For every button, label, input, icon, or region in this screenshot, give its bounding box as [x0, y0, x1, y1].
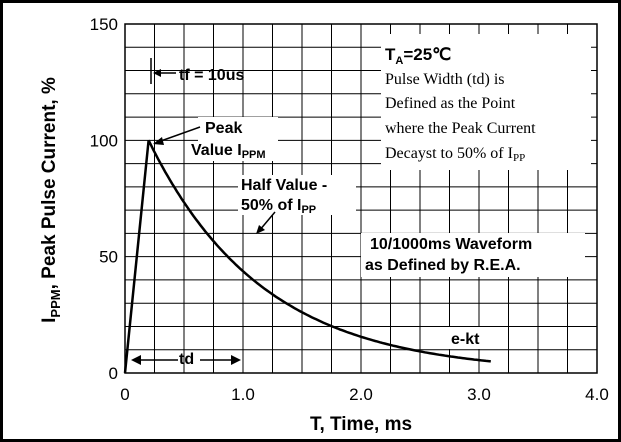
y-tick-label: 150	[90, 15, 118, 34]
y-axis-label: IPPM, Peak Pulse Current, %	[39, 77, 63, 323]
y-tick-label: 100	[90, 131, 118, 150]
waveform-curve	[123, 139, 491, 374]
axis-ticks: 0 1.0 2.0 3.0 4.0 0 50 100 150	[90, 15, 609, 404]
note-temperature-value: =25℃	[403, 45, 451, 64]
note-temperature-sub: A	[395, 55, 403, 67]
waveform-label-line2: as Defined by R.E.A.	[365, 257, 521, 274]
plot-area-frame	[124, 23, 598, 374]
half-value-label-sub: PP	[301, 204, 316, 216]
note-temperature: TA=25℃	[385, 45, 451, 67]
y-axis-label-rest: , Peak Pulse Current, %	[39, 77, 60, 289]
note-line-2: Defined as the Point	[385, 95, 516, 112]
waveform-label-background	[361, 233, 585, 277]
y-axis-label-main: I	[39, 318, 60, 323]
x-tick-label: 2.0	[349, 385, 373, 404]
tf-label: tf = 10us	[179, 67, 244, 84]
note-temperature-t: T	[385, 45, 396, 64]
half-value-label-background	[238, 175, 356, 215]
peak-label-value: Value I	[191, 142, 242, 159]
ekt-label: e-kt	[451, 331, 480, 348]
tf-arrow-head	[153, 69, 161, 77]
half-value-label-line1: Half Value -	[241, 177, 327, 194]
peak-label-sub: PPM	[242, 149, 266, 161]
ekt-label-background	[447, 327, 499, 349]
waveform-label-line1: 10/1000ms Waveform	[370, 236, 532, 253]
note-line-4: Decayst to 50% of IPP	[385, 145, 525, 164]
half-value-label-value: 50% of I	[241, 197, 301, 214]
x-axis-label: T, Time, ms	[310, 414, 412, 435]
note-line-4-sub: PP	[513, 152, 525, 164]
peak-arrow-head	[153, 137, 164, 145]
peak-label-line2: Value IPPM	[191, 142, 266, 161]
x-tick-label: 1.0	[231, 385, 255, 404]
td-arrow-head-left	[131, 355, 141, 365]
note-line-1: Pulse Width (td) is	[385, 71, 505, 88]
peak-label-line1: Peak	[205, 120, 242, 137]
x-tick-label: 4.0	[585, 385, 609, 404]
half-value-label-line2: 50% of IPP	[241, 197, 316, 216]
y-tick-label: 50	[99, 248, 118, 267]
peak-arrow	[157, 126, 201, 143]
half-value-arrow-head	[256, 225, 265, 234]
td-arrow-head-right	[231, 355, 241, 365]
y-axis-label-sub: PPM	[48, 289, 63, 317]
x-tick-label: 0	[120, 385, 129, 404]
note-box	[381, 34, 591, 170]
peak-label-background	[198, 117, 278, 161]
note-line-4-text: Decayst to 50% of I	[385, 145, 513, 162]
td-label: td	[179, 351, 194, 368]
y-tick-label: 0	[109, 364, 118, 383]
note-line-3: where the Peak Current	[385, 120, 536, 137]
x-tick-label: 3.0	[467, 385, 491, 404]
